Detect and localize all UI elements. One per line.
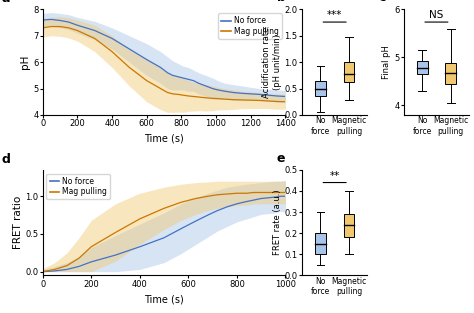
Bar	[344, 214, 355, 238]
Bar	[315, 81, 326, 96]
Legend: No force, Mag pulling: No force, Mag pulling	[219, 13, 282, 39]
Y-axis label: FRET ratio: FRET ratio	[13, 196, 23, 249]
Bar	[344, 62, 355, 82]
Text: b: b	[277, 0, 286, 4]
Text: a: a	[1, 0, 10, 5]
Y-axis label: Final pH: Final pH	[383, 45, 391, 79]
Bar	[417, 61, 428, 74]
Y-axis label: pH: pH	[20, 55, 30, 69]
Bar	[445, 63, 456, 84]
Text: c: c	[379, 0, 386, 4]
Text: e: e	[277, 151, 285, 165]
Bar	[315, 233, 326, 254]
Legend: No force, Mag pulling: No force, Mag pulling	[46, 174, 109, 199]
X-axis label: Time (s): Time (s)	[144, 134, 184, 144]
X-axis label: Time (s): Time (s)	[144, 294, 184, 304]
Y-axis label: Acidification rate
(pH unit/min): Acidification rate (pH unit/min)	[263, 27, 282, 98]
Text: NS: NS	[429, 10, 444, 20]
Text: d: d	[1, 153, 10, 166]
Y-axis label: FRET rate (a.u.): FRET rate (a.u.)	[273, 190, 282, 255]
Text: **: **	[329, 171, 340, 181]
Text: ***: ***	[327, 10, 342, 20]
